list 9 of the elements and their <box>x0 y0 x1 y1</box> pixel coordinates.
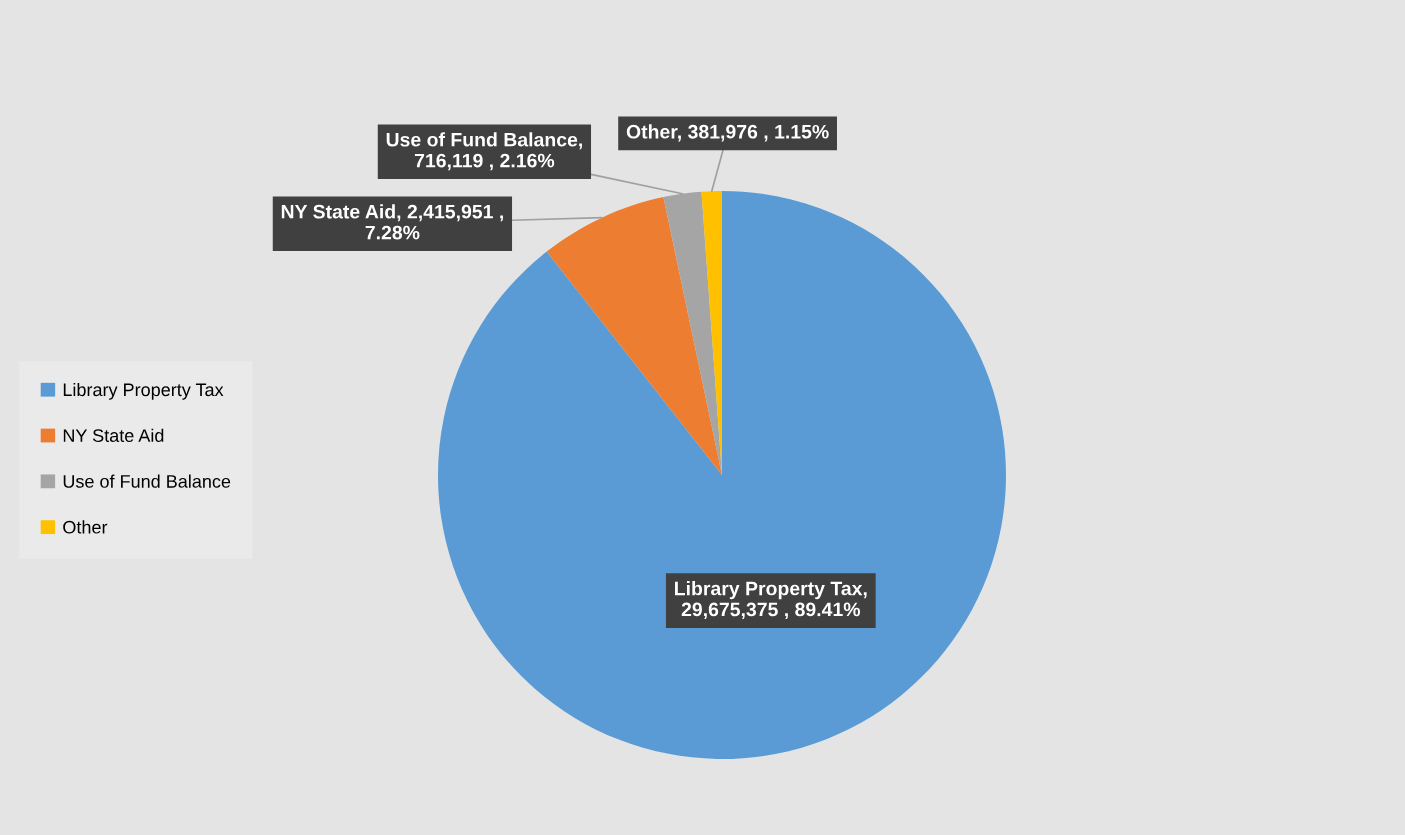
data-label: NY State Aid, 2,415,951 , 7.28% <box>281 204 503 240</box>
legend-label: Other <box>63 520 108 534</box>
legend-label: Library Property Tax <box>63 382 224 400</box>
legend-label: Use of Fund Balance <box>63 474 231 488</box>
data-label: Library Property Tax, 29,675,375 , 89.41% <box>675 581 867 620</box>
data-label: Other, 381,976 , 1.15% <box>626 124 829 142</box>
pie-slice <box>546 197 722 475</box>
legend-label: NY State Aid <box>63 428 164 442</box>
data-label: Use of Fund Balance, 716,119 , 2.16% <box>386 132 582 171</box>
